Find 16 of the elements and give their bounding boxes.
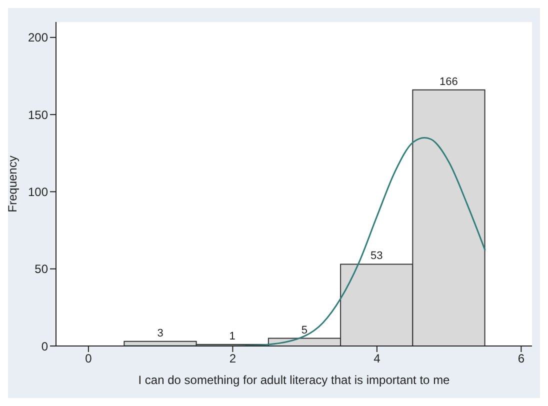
data-label: 53 xyxy=(370,250,383,262)
y-axis-title: Frequency xyxy=(5,156,20,212)
x-tick-label: 4 xyxy=(374,352,381,366)
data-label: 166 xyxy=(440,76,458,88)
data-label: 5 xyxy=(301,324,308,336)
y-tick-label: 200 xyxy=(28,30,48,45)
y-tick-label: 150 xyxy=(28,108,48,122)
x-tick-label: 2 xyxy=(229,352,236,366)
x-tick-label: 0 xyxy=(85,352,92,366)
y-tick-label: 50 xyxy=(34,262,48,276)
y-tick-label: 100 xyxy=(28,184,48,199)
y-tick-label: 0 xyxy=(41,339,48,354)
x-axis-title: I can do something for adult literacy that is important to me xyxy=(138,373,450,387)
data-label: 1 xyxy=(229,330,236,342)
x-tick-label: 6 xyxy=(518,352,525,366)
data-label: 3 xyxy=(157,327,164,340)
